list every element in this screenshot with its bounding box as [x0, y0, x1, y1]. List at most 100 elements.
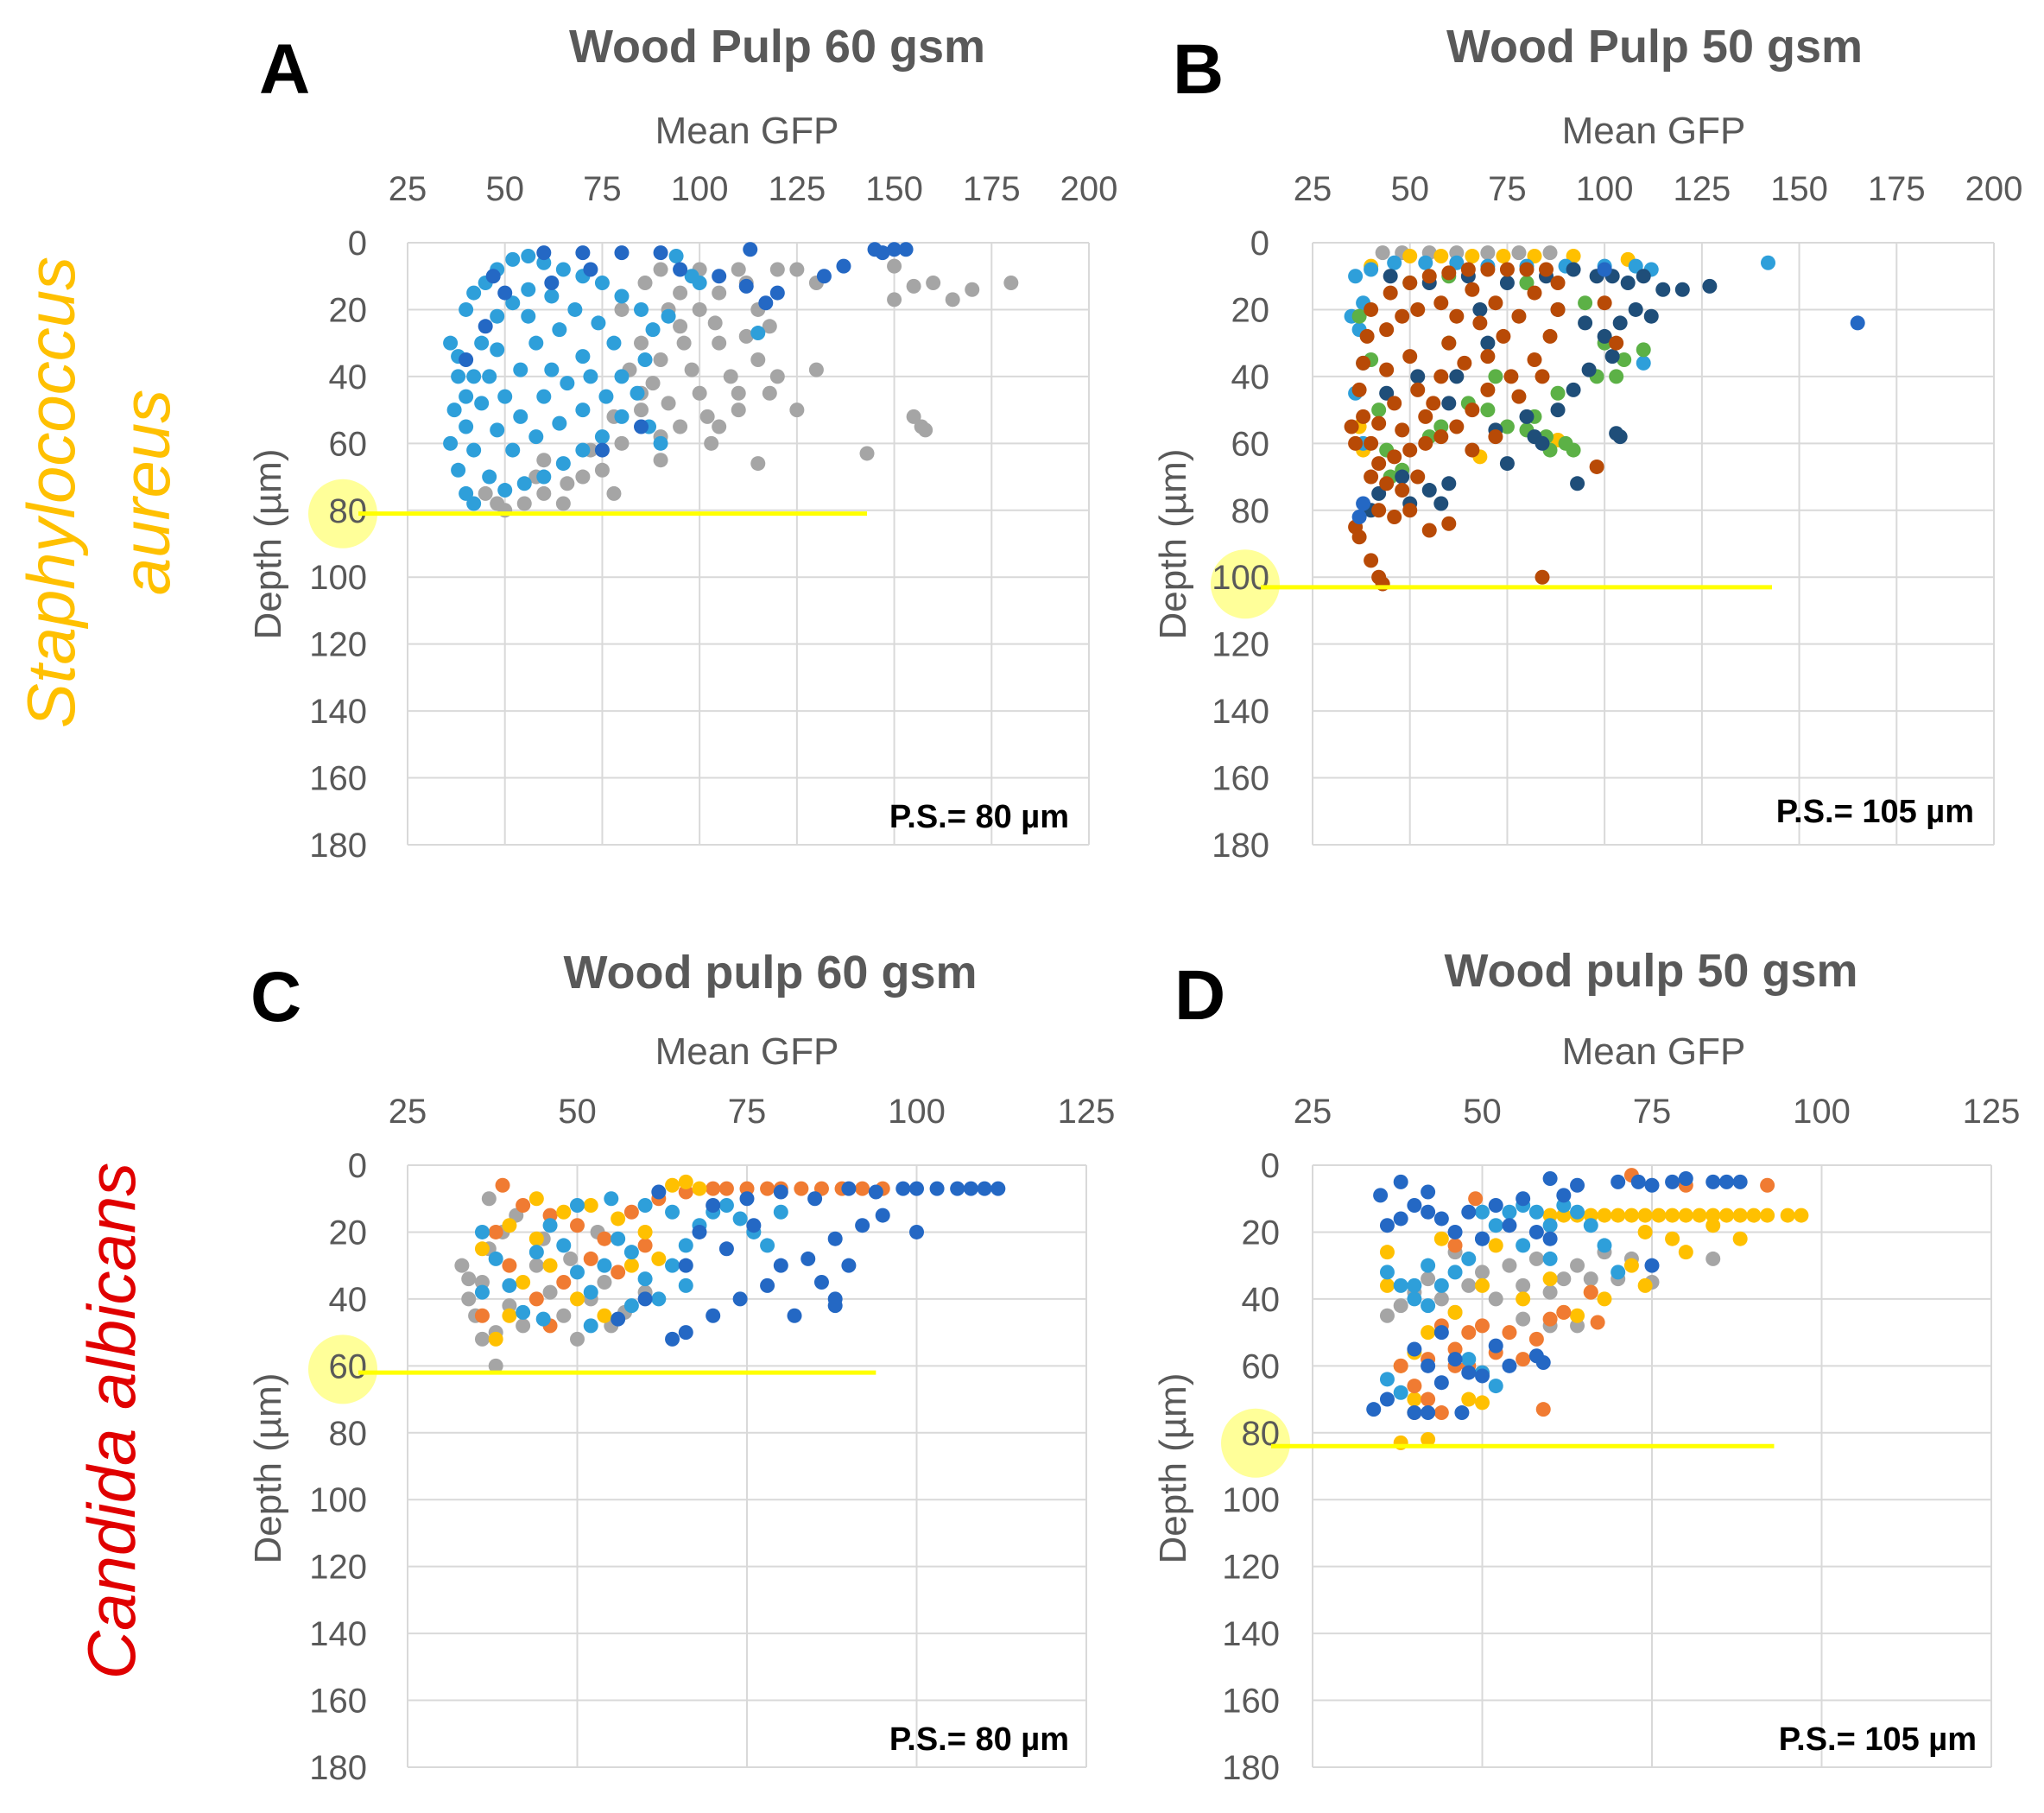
- data-point: [1410, 301, 1426, 317]
- data-point: [459, 352, 474, 368]
- data-point: [1433, 1231, 1449, 1246]
- x-axis-label: Mean GFP: [655, 110, 839, 152]
- data-point: [731, 262, 746, 277]
- data-point: [1465, 282, 1480, 297]
- data-point: [718, 1197, 734, 1213]
- data-point: [1496, 248, 1511, 263]
- y-tick-label: 140: [1212, 693, 1269, 731]
- data-point: [466, 369, 482, 384]
- series-lightblue: [474, 1191, 788, 1334]
- data-point: [945, 292, 960, 307]
- data-point: [1611, 1174, 1626, 1189]
- panel-letter: B: [1173, 30, 1224, 109]
- data-point: [1597, 1208, 1612, 1223]
- data-point: [490, 342, 505, 358]
- data-point: [1550, 301, 1566, 317]
- data-point: [875, 245, 890, 261]
- y-tick-label: 120: [1222, 1549, 1280, 1587]
- data-point: [676, 335, 692, 351]
- data-point: [1499, 262, 1515, 277]
- chart-title: Wood pulp 60 gsm: [563, 947, 977, 998]
- data-point: [1395, 469, 1410, 485]
- data-point: [1421, 1405, 1436, 1421]
- data-point: [965, 282, 980, 297]
- data-point: [1746, 1208, 1762, 1223]
- data-point: [1519, 262, 1535, 277]
- data-point: [1379, 322, 1395, 338]
- data-point: [1387, 396, 1402, 411]
- data-point: [528, 1191, 544, 1207]
- data-point: [1421, 1391, 1436, 1407]
- data-point: [614, 435, 630, 451]
- data-point: [1475, 1277, 1490, 1293]
- data-point: [1359, 328, 1375, 344]
- data-point: [653, 352, 668, 368]
- data-point: [528, 335, 544, 351]
- data-point: [1379, 1265, 1395, 1280]
- data-point: [478, 485, 493, 501]
- data-point: [1407, 1197, 1422, 1213]
- data-point: [542, 1284, 558, 1300]
- data-point: [816, 269, 832, 284]
- data-point: [1348, 269, 1364, 284]
- pore-size-annotation: P.S.= 105 µm: [1779, 1721, 1977, 1758]
- data-point: [1379, 1372, 1395, 1387]
- data-point: [712, 269, 727, 284]
- data-point: [706, 1181, 721, 1196]
- data-point: [909, 1181, 924, 1196]
- data-point: [1410, 369, 1426, 384]
- y-tick-label: 40: [1231, 358, 1270, 396]
- data-point: [1542, 1170, 1558, 1186]
- data-point: [1351, 529, 1367, 545]
- data-point: [474, 396, 490, 411]
- data-point: [1379, 1277, 1395, 1293]
- data-point: [645, 322, 661, 338]
- data-point: [1516, 1191, 1531, 1207]
- data-point: [560, 476, 575, 491]
- data-point: [1402, 503, 1418, 518]
- data-point: [490, 422, 505, 438]
- data-point: [1407, 1341, 1422, 1357]
- data-point: [738, 278, 754, 294]
- data-point: [673, 285, 688, 301]
- data-point: [769, 369, 785, 384]
- data-point: [1556, 1197, 1572, 1213]
- data-point: [451, 462, 466, 478]
- data-point: [1441, 396, 1457, 411]
- y-tick-label: 160: [1222, 1683, 1280, 1721]
- data-point: [1371, 503, 1387, 518]
- data-point: [1780, 1208, 1795, 1223]
- pore-size-annotation: P.S.= 80 µm: [889, 799, 1069, 835]
- data-point: [1379, 1308, 1395, 1323]
- data-point: [1475, 1318, 1490, 1334]
- data-point: [502, 1258, 517, 1273]
- data-point: [1503, 369, 1519, 384]
- data-point: [575, 403, 591, 418]
- data-point: [623, 1204, 639, 1220]
- data-point: [739, 1181, 755, 1196]
- data-point: [459, 301, 474, 317]
- data-point: [594, 429, 610, 445]
- data-point: [1665, 1174, 1680, 1189]
- threshold-highlight: [308, 1334, 377, 1404]
- data-point: [614, 301, 630, 317]
- data-point: [516, 1275, 531, 1290]
- data-point: [1407, 1391, 1422, 1407]
- data-point: [645, 376, 661, 391]
- y-tick-label: 20: [329, 1214, 368, 1252]
- data-point: [1441, 516, 1457, 531]
- data-point: [1472, 315, 1488, 331]
- data-point: [1566, 248, 1581, 263]
- data-point: [528, 1291, 544, 1307]
- data-point: [516, 1197, 531, 1213]
- data-point: [758, 295, 774, 311]
- data-point: [591, 315, 606, 331]
- y-tick-label: 20: [1242, 1214, 1281, 1252]
- data-point: [1375, 245, 1390, 261]
- data-point: [1447, 1238, 1463, 1253]
- data-point: [1407, 1291, 1422, 1307]
- data-point: [1364, 301, 1379, 317]
- y-axis-label: Depth (µm): [247, 1373, 289, 1564]
- data-point: [1348, 435, 1364, 451]
- data-point: [653, 453, 668, 468]
